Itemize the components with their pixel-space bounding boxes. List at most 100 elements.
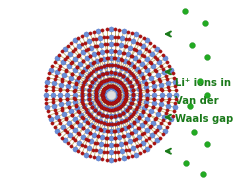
Point	[171, 114, 175, 117]
Point	[98, 58, 102, 61]
Point	[67, 106, 71, 109]
Point	[125, 109, 129, 112]
Point	[90, 38, 94, 41]
Point	[69, 110, 73, 113]
Point	[133, 121, 137, 124]
Point	[58, 99, 62, 102]
Point	[50, 64, 54, 67]
Point	[105, 108, 109, 111]
Point	[58, 89, 62, 92]
Point	[80, 100, 84, 103]
Point	[119, 143, 123, 146]
Point	[139, 73, 143, 76]
Point	[105, 42, 109, 45]
Point	[69, 61, 73, 64]
Point	[113, 151, 117, 154]
Point	[127, 61, 131, 64]
Point	[131, 97, 135, 100]
Point	[100, 72, 104, 75]
Point	[106, 101, 110, 104]
Point	[116, 129, 120, 132]
Point	[124, 77, 129, 81]
Point	[53, 78, 57, 81]
Point	[96, 51, 100, 54]
Point	[134, 49, 138, 52]
Point	[115, 122, 119, 125]
Point	[117, 114, 121, 117]
Point	[121, 157, 125, 160]
Point	[69, 145, 73, 148]
Point	[89, 46, 93, 49]
Point	[117, 94, 121, 97]
Point	[138, 35, 142, 38]
Point	[111, 85, 115, 88]
Point	[87, 93, 91, 96]
Point	[127, 148, 131, 151]
Point	[78, 62, 82, 65]
Point	[63, 139, 67, 142]
Point	[112, 78, 116, 81]
Point	[85, 75, 89, 78]
Point	[107, 108, 111, 111]
Point	[60, 108, 65, 112]
Point	[73, 97, 77, 100]
Point	[80, 87, 84, 90]
Point	[145, 96, 149, 99]
Point	[116, 79, 120, 82]
Point	[155, 57, 159, 60]
Point	[65, 97, 69, 100]
Point	[153, 55, 157, 58]
Point	[109, 42, 113, 45]
Point	[76, 37, 80, 40]
Point	[140, 62, 144, 65]
Point	[147, 113, 151, 116]
Point	[57, 119, 61, 122]
Point	[73, 139, 77, 142]
Point	[112, 108, 116, 111]
Point	[73, 47, 77, 50]
Point	[119, 81, 123, 84]
Point	[132, 111, 136, 114]
Point	[97, 101, 101, 104]
Point	[167, 64, 171, 67]
Point	[47, 114, 51, 117]
Point	[141, 76, 145, 79]
Point	[67, 81, 71, 84]
Point	[117, 105, 121, 108]
Point	[96, 101, 100, 104]
Point	[160, 89, 164, 92]
Point	[60, 79, 64, 82]
Point	[117, 91, 121, 94]
Point	[137, 83, 141, 86]
Point	[132, 75, 136, 78]
Point	[151, 106, 155, 109]
Point	[105, 115, 109, 118]
Point	[109, 28, 113, 31]
Point	[104, 108, 108, 111]
Point	[74, 104, 78, 107]
Point	[61, 125, 65, 128]
Point	[70, 73, 74, 76]
Point	[94, 95, 98, 98]
Point	[128, 140, 132, 143]
Point	[68, 134, 72, 137]
Point	[58, 97, 62, 100]
Point	[125, 60, 130, 64]
Point	[85, 129, 89, 132]
Point	[169, 118, 173, 121]
Point	[110, 100, 114, 103]
Point	[98, 150, 102, 153]
Point	[95, 126, 99, 129]
Point	[86, 64, 90, 67]
Point	[88, 31, 92, 34]
Point	[109, 64, 113, 67]
Point	[86, 48, 90, 51]
Point	[51, 93, 55, 96]
Point	[73, 90, 77, 93]
Point	[81, 59, 85, 62]
Point	[91, 61, 95, 64]
Point	[118, 81, 122, 84]
Point	[130, 155, 134, 158]
Point	[107, 122, 111, 125]
Point	[70, 72, 74, 75]
